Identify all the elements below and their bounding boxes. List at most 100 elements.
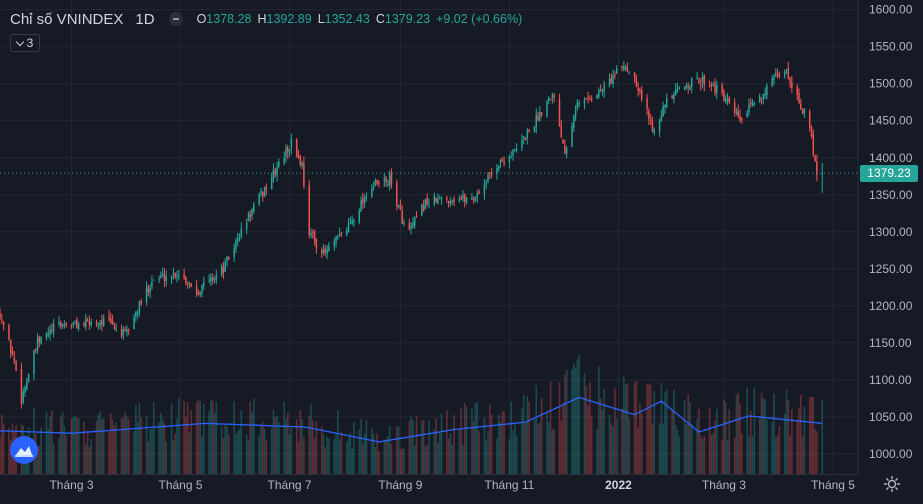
- candle[interactable]: [462, 190, 464, 203]
- candle[interactable]: [90, 318, 92, 328]
- candle[interactable]: [764, 87, 766, 100]
- candle[interactable]: [236, 232, 239, 247]
- candle[interactable]: [478, 189, 480, 195]
- candle[interactable]: [72, 322, 75, 328]
- candle[interactable]: [640, 86, 643, 103]
- candle[interactable]: [13, 350, 16, 365]
- legend-collapse-icon[interactable]: [168, 12, 183, 26]
- candle[interactable]: [190, 282, 193, 288]
- candle[interactable]: [735, 108, 738, 116]
- candle[interactable]: [564, 139, 566, 155]
- candle[interactable]: [163, 267, 166, 288]
- candle[interactable]: [188, 281, 191, 289]
- candle[interactable]: [70, 323, 73, 329]
- candle[interactable]: [489, 171, 491, 180]
- candle[interactable]: [299, 154, 302, 168]
- candle[interactable]: [226, 255, 228, 267]
- candle[interactable]: [183, 268, 185, 280]
- candle[interactable]: [421, 203, 423, 217]
- candle[interactable]: [614, 71, 616, 80]
- candle[interactable]: [701, 72, 704, 89]
- candle[interactable]: [540, 112, 543, 118]
- candle[interactable]: [274, 167, 277, 178]
- candle[interactable]: [558, 93, 561, 127]
- candle[interactable]: [750, 98, 752, 108]
- candle[interactable]: [413, 216, 416, 229]
- candle[interactable]: [108, 309, 110, 322]
- candle[interactable]: [276, 161, 278, 182]
- candle[interactable]: [224, 258, 226, 273]
- candle[interactable]: [321, 247, 323, 258]
- candle[interactable]: [403, 219, 405, 227]
- candle[interactable]: [671, 94, 673, 99]
- candle[interactable]: [812, 129, 815, 157]
- candle[interactable]: [703, 74, 706, 92]
- candle[interactable]: [665, 93, 668, 109]
- candle[interactable]: [172, 267, 175, 280]
- candle[interactable]: [138, 300, 141, 317]
- candle[interactable]: [222, 261, 225, 279]
- candle[interactable]: [45, 332, 48, 341]
- candle[interactable]: [483, 178, 486, 200]
- candle[interactable]: [646, 94, 648, 116]
- candle[interactable]: [526, 127, 529, 145]
- candle[interactable]: [372, 181, 375, 192]
- candle[interactable]: [751, 98, 754, 107]
- candle[interactable]: [251, 207, 253, 220]
- candle[interactable]: [140, 298, 142, 306]
- candle[interactable]: [353, 218, 355, 227]
- candle[interactable]: [612, 69, 614, 88]
- candle[interactable]: [97, 322, 100, 330]
- candle[interactable]: [33, 349, 35, 381]
- candle[interactable]: [178, 269, 180, 281]
- candle[interactable]: [708, 80, 711, 88]
- candle[interactable]: [270, 172, 273, 190]
- candle[interactable]: [514, 148, 516, 152]
- candle[interactable]: [52, 318, 55, 338]
- candle[interactable]: [351, 215, 353, 226]
- candle[interactable]: [501, 157, 504, 162]
- candle[interactable]: [135, 310, 137, 322]
- candle[interactable]: [0, 308, 1, 321]
- candle[interactable]: [490, 168, 493, 179]
- candle[interactable]: [410, 221, 412, 235]
- tradingview-cloud-icon[interactable]: [10, 436, 38, 464]
- candle[interactable]: [710, 81, 713, 92]
- candle[interactable]: [262, 191, 264, 202]
- candle[interactable]: [161, 267, 164, 278]
- candle[interactable]: [746, 109, 748, 118]
- candle[interactable]: [253, 201, 255, 215]
- symbol-title[interactable]: Chỉ số VNINDEX: [10, 10, 124, 28]
- candle[interactable]: [249, 210, 252, 223]
- candle[interactable]: [360, 196, 362, 213]
- candle[interactable]: [537, 111, 539, 122]
- candle[interactable]: [74, 320, 76, 325]
- candle[interactable]: [399, 199, 402, 211]
- candle[interactable]: [101, 314, 103, 331]
- candle[interactable]: [390, 168, 393, 189]
- candle[interactable]: [465, 196, 468, 205]
- candle[interactable]: [247, 211, 250, 222]
- candle[interactable]: [651, 116, 654, 133]
- candle[interactable]: [315, 237, 318, 254]
- candle[interactable]: [728, 95, 731, 105]
- candle[interactable]: [696, 71, 698, 80]
- candle[interactable]: [195, 280, 198, 298]
- candle[interactable]: [808, 109, 811, 132]
- candle[interactable]: [397, 204, 400, 209]
- candle[interactable]: [363, 194, 366, 208]
- candle[interactable]: [674, 83, 677, 96]
- candle[interactable]: [608, 73, 611, 88]
- candle[interactable]: [376, 179, 378, 186]
- candle[interactable]: [272, 163, 275, 183]
- candle[interactable]: [712, 81, 714, 87]
- candle[interactable]: [787, 61, 790, 80]
- candle[interactable]: [203, 276, 205, 291]
- candle[interactable]: [290, 133, 293, 155]
- candle[interactable]: [383, 173, 386, 187]
- candle[interactable]: [201, 284, 203, 298]
- candle[interactable]: [635, 74, 638, 88]
- candle[interactable]: [476, 189, 479, 204]
- candle[interactable]: [716, 80, 718, 100]
- candle[interactable]: [621, 65, 623, 72]
